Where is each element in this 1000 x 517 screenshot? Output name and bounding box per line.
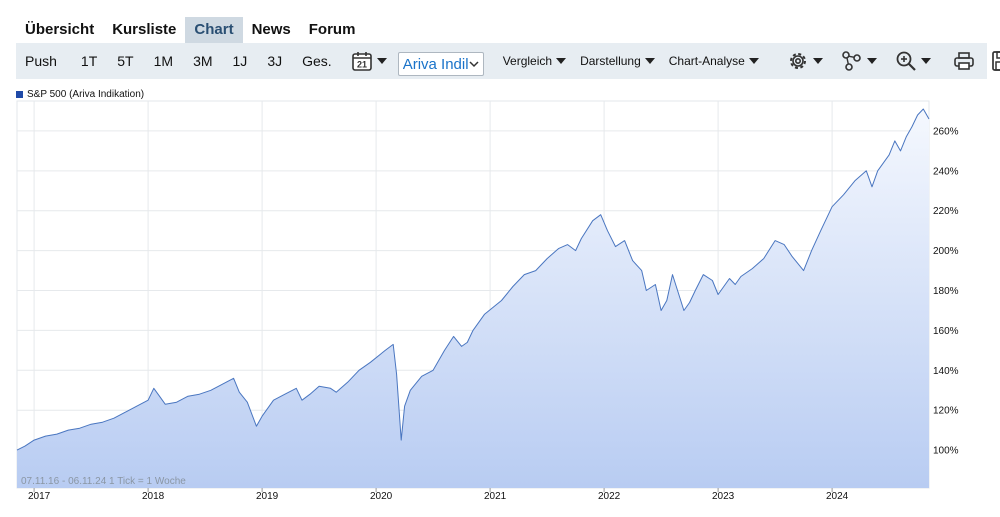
- settings-icon: [789, 53, 806, 69]
- top-tabs: Übersicht Kursliste Chart News Forum: [16, 17, 364, 49]
- x-tick-label: 2019: [256, 491, 279, 502]
- legend-label: S&P 500 (Ariva Indikation): [27, 89, 145, 100]
- printer-icon: [953, 52, 974, 70]
- tab-kursliste[interactable]: Kursliste: [112, 21, 177, 38]
- y-tick-label: 260%: [933, 126, 959, 137]
- period-5t-button[interactable]: 5T: [117, 53, 134, 69]
- period-ges-button[interactable]: Ges.: [302, 53, 332, 69]
- calendar-dropdown[interactable]: 21: [351, 50, 387, 72]
- save-icon: [991, 51, 1000, 71]
- period-1t-button[interactable]: 1T: [80, 53, 98, 69]
- x-tick-label: 2022: [598, 491, 621, 502]
- tab-uebersicht[interactable]: Übersicht: [25, 21, 95, 38]
- chevron-down-icon: [556, 58, 567, 64]
- share-nodes-icon: [841, 51, 861, 71]
- chevron-down-icon: [866, 58, 877, 64]
- legend-swatch: [16, 91, 23, 98]
- y-tick-label: 200%: [933, 246, 959, 257]
- darstellung-dropdown[interactable]: Darstellung: [580, 43, 655, 79]
- y-tick-label: 180%: [933, 286, 959, 297]
- chevron-down-icon: [812, 58, 823, 64]
- print-button[interactable]: [953, 50, 975, 72]
- chevron-down-icon: [920, 58, 931, 64]
- vergleich-dropdown[interactable]: Vergleich: [502, 43, 567, 79]
- series-area: [17, 109, 929, 488]
- chevron-down-icon: [469, 61, 479, 68]
- period-1j-button[interactable]: 1J: [232, 53, 248, 69]
- calendar-day-text: 21: [357, 60, 367, 70]
- chevron-down-icon: [644, 58, 655, 64]
- y-tick-label: 160%: [933, 326, 959, 337]
- y-tick-label: 140%: [933, 366, 959, 377]
- x-tick-label: 2018: [142, 491, 165, 502]
- x-tick-label: 2021: [484, 491, 507, 502]
- exchange-select-value: Ariva Indil: [402, 55, 469, 73]
- chart-legend: S&P 500 (Ariva Indikation): [16, 89, 144, 100]
- tab-forum[interactable]: Forum: [308, 21, 356, 38]
- zoom-button[interactable]: [895, 50, 931, 72]
- period-1m-button[interactable]: 1M: [153, 53, 174, 69]
- x-tick-label: 2024: [826, 491, 849, 502]
- period-3m-button[interactable]: 3M: [193, 53, 213, 69]
- chart-analyse-dropdown[interactable]: Chart-Analyse: [669, 43, 759, 79]
- tab-chart[interactable]: Chart: [185, 17, 243, 49]
- y-tick-label: 120%: [933, 406, 959, 417]
- chart-analyse-label: Chart-Analyse: [668, 54, 745, 68]
- range-info-text: 07.11.16 - 06.11.24 1 Tick = 1 Woche: [21, 476, 186, 487]
- chevron-down-icon: [748, 58, 759, 64]
- y-tick-label: 100%: [933, 446, 959, 457]
- period-3j-button[interactable]: 3J: [267, 53, 283, 69]
- zoom-in-icon: [896, 51, 916, 71]
- chevron-down-icon: [376, 58, 387, 64]
- x-tick-label: 2023: [712, 491, 735, 502]
- x-tick-label: 2017: [28, 491, 51, 502]
- x-tick-label: 2020: [370, 491, 393, 502]
- calendar-icon: 21: [351, 52, 372, 71]
- period-push-button[interactable]: Push: [25, 53, 57, 69]
- darstellung-label: Darstellung: [580, 54, 641, 68]
- exchange-select[interactable]: Ariva Indil: [397, 52, 484, 76]
- y-tick-label: 240%: [933, 166, 959, 177]
- chart-toolbar: Push 1T 5T 1M 3M 1J 3J Ges. 21 Ariva Ind…: [16, 43, 1000, 79]
- vergleich-label: Vergleich: [502, 54, 553, 68]
- y-tick-label: 220%: [933, 206, 959, 217]
- indicators-button[interactable]: [841, 50, 877, 72]
- tab-news[interactable]: News: [251, 21, 291, 38]
- settings-button[interactable]: [787, 50, 823, 72]
- save-button[interactable]: [991, 50, 1000, 72]
- series-line: [16, 108, 930, 451]
